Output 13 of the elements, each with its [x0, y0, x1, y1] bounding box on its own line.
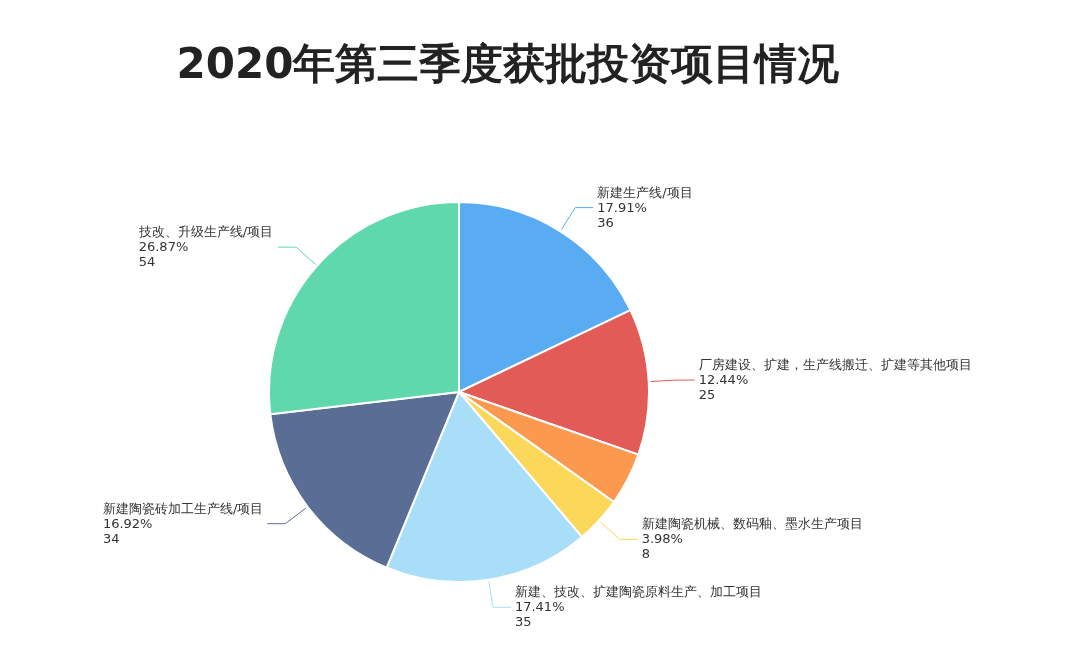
- data-label: 12.44% 25: [698, 372, 749, 403]
- slice-label: 新建陶瓷机械、数码釉、墨水生产项目: [641, 516, 863, 532]
- data-label: 3.98% 8: [641, 531, 683, 562]
- slice-label: 技改、升级生产线/项目: [137, 224, 274, 240]
- slice-label: 厂房建设、扩建，生产线搬迁、扩建等其他项目: [698, 357, 972, 373]
- data-label: 17.41% 35: [514, 599, 565, 630]
- slice-label: 新建生产线/项目: [597, 184, 693, 200]
- slice-label: 新建陶瓷砖加工生产线/项目: [102, 500, 264, 516]
- data-label: 17.91% 36: [597, 199, 647, 230]
- chart-title: 2020年第三季度获批投资项目情况: [176, 39, 840, 88]
- data-label: 26.87% 54: [138, 239, 189, 270]
- data-label: 16.92% 34: [102, 515, 153, 546]
- slice-label: 新建、技改、扩建陶瓷原料生产、加工项目: [514, 584, 762, 600]
